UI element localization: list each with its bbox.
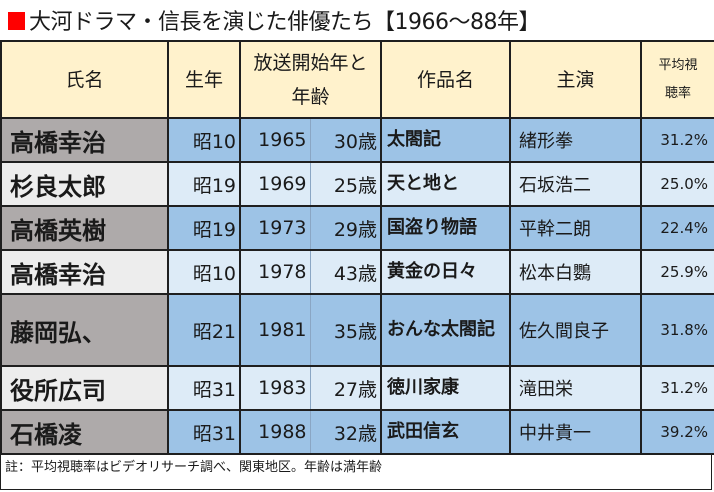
rating: 22.4% (640, 205, 714, 251)
rating: 25.0% (640, 161, 714, 207)
actor-name: 杉良太郎 (0, 161, 169, 207)
birth-year: 昭10 (167, 117, 241, 163)
rating: 31.2% (640, 117, 714, 163)
broadcast-year: 1983 (239, 365, 311, 411)
page-title: 大河ドラマ・信長を演じた俳優たち【1966～88年】 (0, 0, 714, 40)
title-text: 大河ドラマ・信長を演じた俳優たち【1966～88年】 (29, 10, 540, 35)
actors-table: 氏名 生年 放送開始年と 年齢 作品名 主演 平均視 聴率 高橋幸治 昭10 1… (0, 40, 714, 455)
table-row: 高橋幸治 昭10 1978 43歳 黄金の日々 松本白鸚 25.9% (0, 249, 714, 295)
header-broadcast-line1: 放送開始年と (253, 51, 368, 74)
birth-year: 昭10 (167, 249, 241, 295)
lead-actor: 石坂浩二 (509, 161, 643, 207)
header-row: 氏名 生年 放送開始年と 年齢 作品名 主演 平均視 聴率 (0, 40, 714, 119)
table-row: 役所広司 昭31 1983 27歳 徳川家康 滝田栄 31.2% (0, 365, 714, 411)
work-title: 武田信玄 (380, 409, 512, 455)
actor-age: 32歳 (309, 409, 383, 455)
lead-actor: 中井貴一 (509, 409, 643, 455)
rating: 25.9% (640, 249, 714, 295)
broadcast-year: 1969 (239, 161, 311, 207)
broadcast-year: 1988 (239, 409, 311, 455)
footnote: 註：平均視聴率はビデオリサーチ調べ、関東地区。年齢は満年齢 (0, 455, 712, 490)
header-birth: 生年 (167, 40, 241, 119)
header-rate: 平均視 聴率 (640, 40, 714, 119)
actor-age: 43歳 (309, 249, 383, 295)
actor-name: 高橋幸治 (0, 249, 169, 295)
broadcast-year: 1973 (239, 205, 311, 251)
header-broadcast-line2: 年齢 (291, 85, 330, 108)
lead-actor: 松本白鸚 (509, 249, 643, 295)
header-work: 作品名 (380, 40, 512, 119)
header-rate-line1: 平均視 (658, 57, 698, 73)
birth-year: 昭31 (167, 365, 241, 411)
rating: 31.2% (640, 365, 714, 411)
header-name: 氏名 (0, 40, 169, 119)
work-title: 天と地と (380, 161, 512, 207)
actor-name: 石橋凌 (0, 409, 169, 455)
lead-actor: 平幹二朗 (509, 205, 643, 251)
rating: 39.2% (640, 409, 714, 455)
actor-name: 役所広司 (0, 365, 169, 411)
birth-year: 昭31 (167, 409, 241, 455)
actor-age: 30歳 (309, 117, 383, 163)
actor-age: 35歳 (309, 293, 383, 367)
header-rate-line2: 聴率 (665, 85, 692, 101)
birth-year: 昭19 (167, 161, 241, 207)
table-row: 高橋英樹 昭19 1973 29歳 国盗り物語 平幹二朗 22.4% (0, 205, 714, 251)
work-title: 徳川家康 (380, 365, 512, 411)
work-title: おんな太閤記 (380, 293, 512, 367)
actor-name: 高橋幸治 (0, 117, 169, 163)
rating: 31.8% (640, 293, 714, 367)
actor-age: 29歳 (309, 205, 383, 251)
table-row: 石橋凌 昭31 1988 32歳 武田信玄 中井貴一 39.2% (0, 409, 714, 455)
birth-year: 昭21 (167, 293, 241, 367)
work-title: 国盗り物語 (380, 205, 512, 251)
lead-actor: 佐久間良子 (509, 293, 643, 367)
table-row: 杉良太郎 昭19 1969 25歳 天と地と 石坂浩二 25.0% (0, 161, 714, 207)
birth-year: 昭19 (167, 205, 241, 251)
work-title: 黄金の日々 (380, 249, 512, 295)
header-lead: 主演 (509, 40, 643, 119)
actor-age: 27歳 (309, 365, 383, 411)
lead-actor: 緒形拳 (509, 117, 643, 163)
header-broadcast: 放送開始年と 年齢 (238, 40, 383, 119)
actor-name: 藤岡弘、 (0, 293, 169, 367)
red-square-marker-icon (8, 12, 25, 30)
table-row: 藤岡弘、 昭21 1981 35歳 おんな太閤記 佐久間良子 31.8% (0, 293, 714, 367)
actor-name: 高橋英樹 (0, 205, 169, 251)
broadcast-year: 1965 (239, 117, 311, 163)
broadcast-year: 1981 (239, 293, 311, 367)
lead-actor: 滝田栄 (509, 365, 643, 411)
work-title: 太閤記 (380, 117, 512, 163)
broadcast-year: 1978 (239, 249, 311, 295)
table-row: 高橋幸治 昭10 1965 30歳 太閤記 緒形拳 31.2% (0, 117, 714, 163)
actor-age: 25歳 (309, 161, 383, 207)
